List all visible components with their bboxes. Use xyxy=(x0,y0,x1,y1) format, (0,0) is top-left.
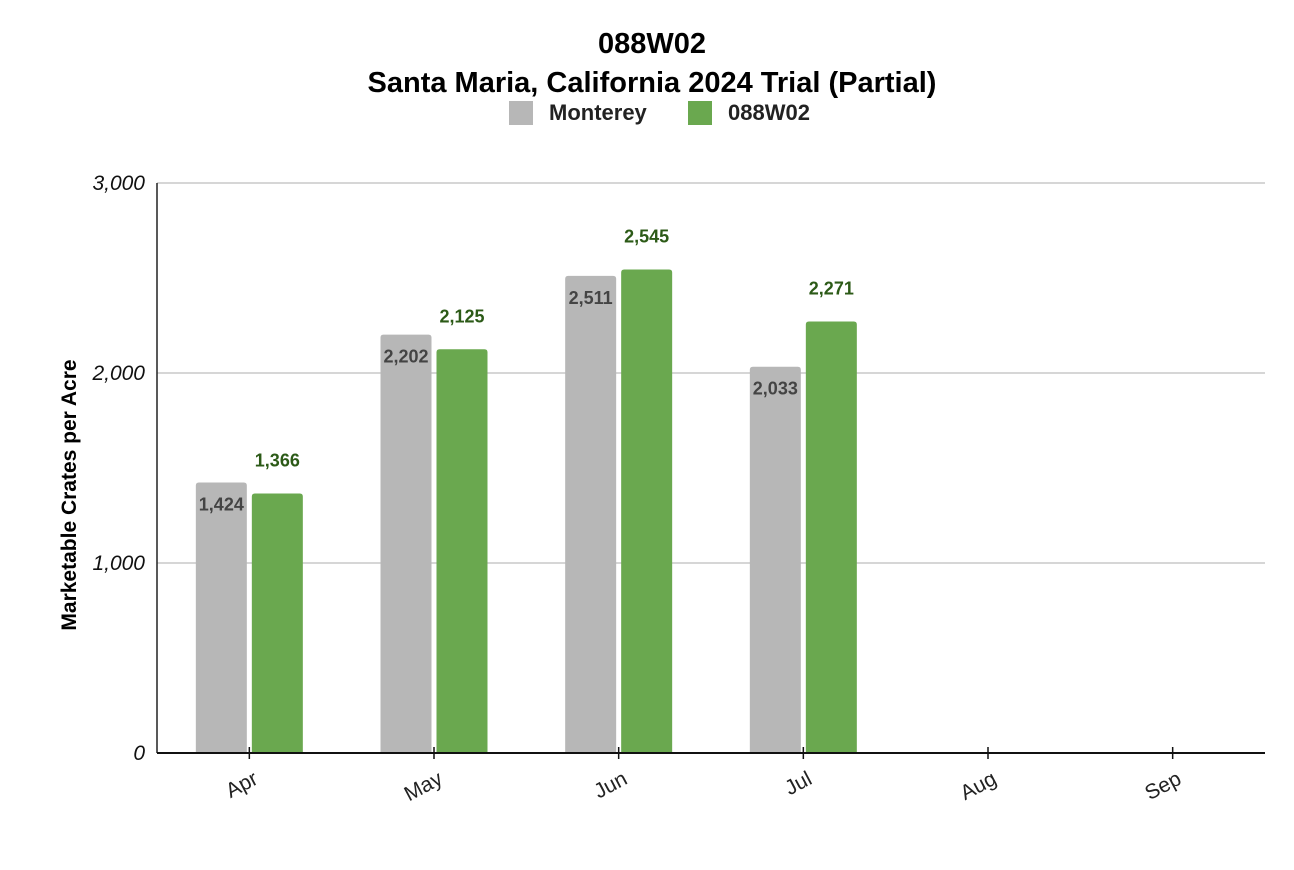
data-label-0-1: 2,202 xyxy=(383,347,428,367)
legend-label-0: Monterey xyxy=(549,100,648,125)
data-label-1-2: 2,545 xyxy=(624,226,669,246)
y-tick-label-3: 3,000 xyxy=(92,172,145,195)
legend-label-1: 088W02 xyxy=(728,100,810,125)
x-tick-label-may: May xyxy=(401,767,447,806)
y-tick-label-0: 0 xyxy=(133,742,145,765)
x-tick-label-jul: Jul xyxy=(781,767,816,800)
bar-088w02-jun xyxy=(621,269,673,753)
x-axis-ticks: Apr May Jun Jul Aug Sep xyxy=(222,747,1185,806)
bar-monterey-apr xyxy=(195,482,247,753)
chart-title: 088W02 xyxy=(598,28,706,60)
bar-088w02-apr xyxy=(251,493,303,753)
data-label-1-3: 2,271 xyxy=(809,279,854,299)
y-axis-ticks: 0 1,000 2,000 3,000 xyxy=(91,172,145,765)
legend-swatch-1 xyxy=(688,101,712,125)
x-tick-label-jun: Jun xyxy=(590,767,631,803)
chart-subtitle: Santa Maria, California 2024 Trial (Part… xyxy=(368,67,937,99)
x-tick-label-sep: Sep xyxy=(1141,767,1185,805)
data-label-0-3: 2,033 xyxy=(753,379,798,399)
legend-swatch-0 xyxy=(509,101,533,125)
y-tick-label-2: 2,000 xyxy=(91,362,145,385)
bar-088w02-jul xyxy=(805,321,857,753)
bars xyxy=(195,269,857,753)
y-tick-label-1: 1,000 xyxy=(92,552,145,575)
axes xyxy=(156,183,1265,754)
bar-monterey-may xyxy=(380,334,432,753)
data-labels: 1,424 1,366 2,202 2,125 2,511 2,545 2,033 2,271 xyxy=(199,226,854,514)
data-label-0-0: 1,424 xyxy=(199,494,244,514)
legend: Monterey 088W02 xyxy=(509,100,810,125)
data-label-1-0: 1,366 xyxy=(255,450,300,470)
y-axis-label: Marketable Crates per Acre xyxy=(58,359,81,630)
bar-monterey-jun xyxy=(565,275,617,753)
gridlines xyxy=(157,182,1265,564)
bar-088w02-may xyxy=(436,349,488,753)
data-label-0-2: 2,511 xyxy=(569,288,613,308)
x-tick-label-apr: Apr xyxy=(222,767,262,803)
data-label-1-1: 2,125 xyxy=(439,306,484,326)
x-tick-label-aug: Aug xyxy=(957,767,1001,805)
bar-monterey-jul xyxy=(749,366,801,753)
